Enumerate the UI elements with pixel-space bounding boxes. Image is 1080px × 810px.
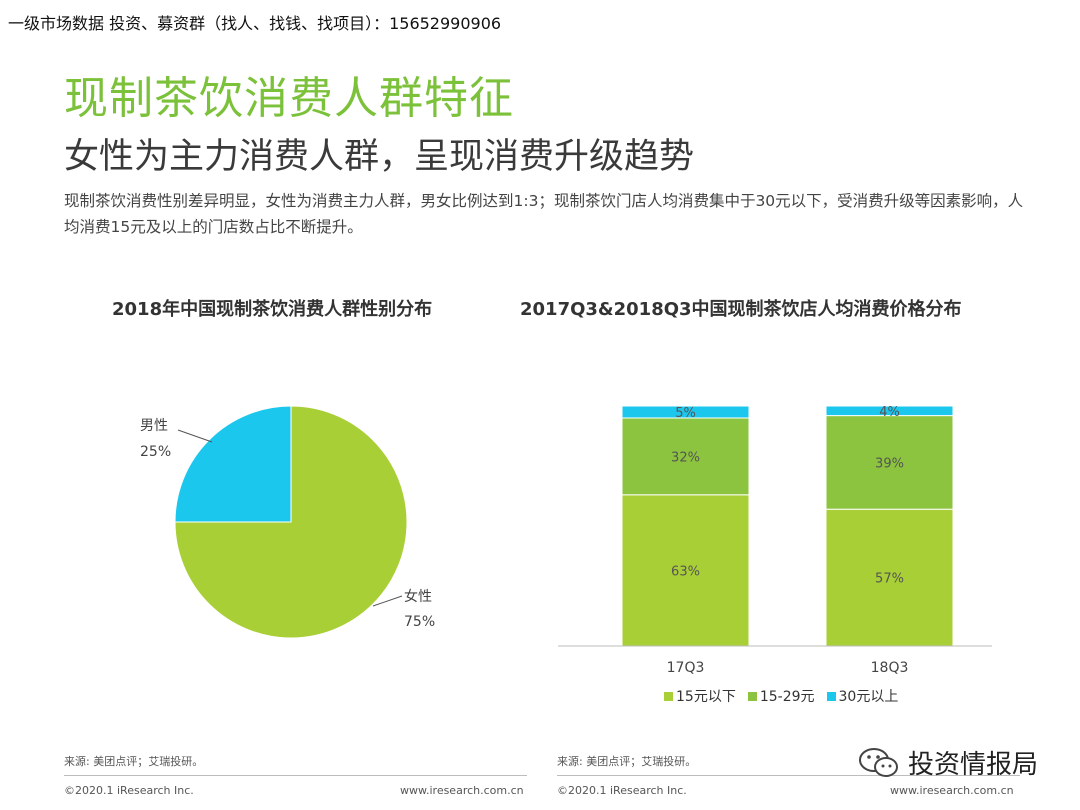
copyright-right: ©2020.1 iResearch Inc. (557, 784, 687, 797)
bar-segment-18Q3-2 (825, 405, 954, 417)
legend-item: 30元以上 (826, 686, 899, 706)
gender-pie-chart: 男性 25% 女性 75% (140, 405, 435, 639)
pie-label: 男性 (140, 418, 168, 434)
pie-slice-female (174, 405, 408, 639)
bar-data-label: 5% (675, 406, 696, 421)
bar-category-label: 18Q3 (871, 660, 909, 676)
bar-segment-18Q3-0 (825, 508, 954, 647)
legend-item: 15-29元 (747, 686, 815, 706)
bar-data-label: 57% (875, 572, 904, 587)
copyright-left: ©2020.1 iResearch Inc. (64, 784, 194, 797)
price-stacked-bar-chart: 63% 32% 5% 17Q3 57% 39% 4% 18Q3 (558, 405, 992, 676)
bar-segment-17Q3-2 (621, 405, 750, 419)
legend-label: 30元以上 (838, 689, 899, 705)
watermark: 投资情报局 (858, 744, 1038, 781)
pie-label: 女性 (404, 588, 432, 605)
legend-swatch (747, 691, 757, 701)
footer-divider-left (64, 775, 527, 776)
bar-chart-legend: 15元以下 15-29元 30元以上 (664, 686, 898, 706)
legend-label: 15元以下 (676, 689, 736, 705)
bar-segment-17Q3-0 (621, 494, 750, 647)
page-subtitle: 女性为主力消费人群，呈现消费升级趋势 (64, 137, 695, 177)
source-note-left: 来源: 美团点评；艾瑞投研。 (64, 755, 204, 768)
footer-divider-right (557, 775, 1020, 776)
url-left: www.iresearch.com.cn (400, 784, 524, 797)
watermark-text: 投资情报局 (908, 750, 1039, 780)
bar-data-label: 39% (875, 456, 904, 471)
pie-leader-line (177, 429, 213, 443)
bar-chart-title: 2017Q3&2018Q3中国现制茶饮店人均消费价格分布 (520, 299, 962, 320)
pie-chart-title: 2018年中国现制茶饮消费人群性别分布 (112, 299, 433, 320)
top-banner: 一级市场数据 投资、募资群（找人、找钱、找项目）：15652990906 (8, 14, 502, 33)
wechat-icon (859, 747, 898, 777)
bar-data-label: 4% (879, 405, 900, 420)
pie-value-label: 25% (140, 444, 171, 460)
summary-text: 现制茶饮消费性别差异明显，女性为消费主力人群，男女比例达到1:3；现制茶饮门店人… (64, 192, 1024, 236)
bar-data-label: 63% (671, 564, 700, 579)
page-title: 现制茶饮消费人群特征 (64, 73, 514, 124)
bar-data-label: 32% (671, 450, 700, 465)
legend-swatch (826, 691, 836, 701)
legend-swatch (664, 691, 673, 701)
bar-category-label: 17Q3 (667, 660, 705, 676)
legend-item: 15元以下 (664, 686, 736, 706)
pie-value-label: 75% (404, 614, 435, 630)
url-right: www.iresearch.com.cn (890, 784, 1014, 797)
legend-label: 15-29元 (759, 689, 815, 705)
pie-slice-male (174, 405, 292, 523)
source-note-right: 来源: 美团点评；艾瑞投研。 (557, 755, 697, 768)
pie-leader-line (372, 595, 403, 607)
